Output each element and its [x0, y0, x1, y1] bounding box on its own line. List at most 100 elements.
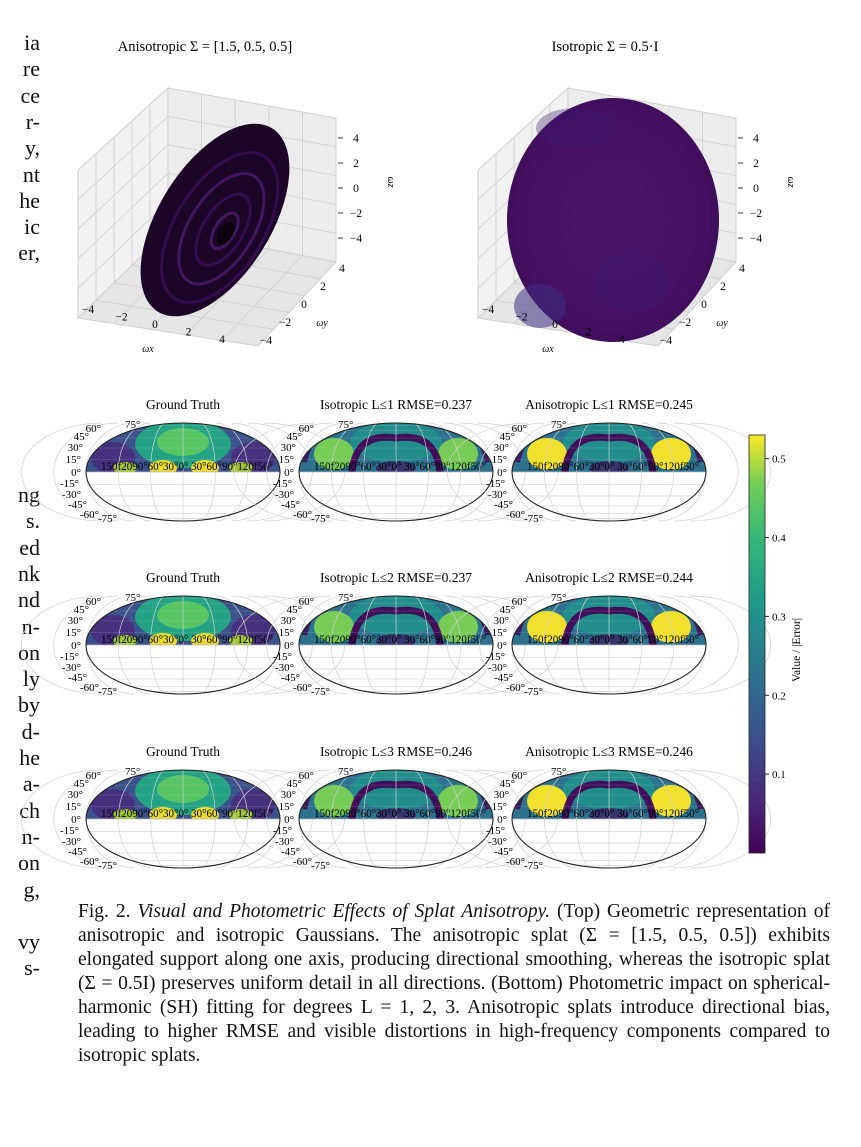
- graticule-meridian: [446, 595, 529, 695]
- panel-title: Isotropic L≤2 RMSE=0.237: [320, 570, 472, 585]
- latitude-label: 15°: [66, 627, 81, 639]
- graticule-meridian: [233, 595, 316, 695]
- z-axis-label: ωz: [785, 177, 796, 188]
- mollweide-outline: [298, 422, 494, 522]
- heat-blob: [314, 785, 354, 817]
- latitude-label: 60°: [86, 770, 101, 782]
- latitude-label: -30°: [62, 489, 81, 501]
- heat-blob: [149, 460, 177, 472]
- latitude-label: -60°: [80, 856, 99, 868]
- colorbar-label: Value / |Error|: [791, 618, 803, 682]
- latitude-label: 30°: [494, 789, 509, 801]
- latitude-label: 45°: [287, 431, 302, 443]
- graticule-meridian: [233, 769, 316, 869]
- latitude-label: 15°: [492, 454, 507, 466]
- z-tick-label: −4: [750, 233, 762, 245]
- y-axis-label: ωy: [316, 318, 328, 329]
- latitude-label: 30°: [68, 615, 83, 627]
- latitude-label: 75°: [338, 592, 353, 604]
- 3d-plot-isotropic: Isotropic Σ = 0.5·I420−2−4ωz420−2−4ωy−4−…: [476, 39, 796, 355]
- latitude-label: -60°: [293, 682, 312, 694]
- longitude-labels: 150f2090°60°30°0° 30°60°90°120f50°: [527, 461, 699, 473]
- latitude-label: -45°: [281, 672, 300, 684]
- mollweide-grid: Ground Truth 150f2090°60°30°0° 30°60°90°1…: [20, 397, 772, 872]
- left-fragment: by: [18, 692, 40, 718]
- graticule-meridian: [20, 769, 103, 869]
- plot-title: Isotropic Σ = 0.5·I: [552, 39, 659, 55]
- left-fragment: nt: [22, 161, 40, 187]
- grid-line: [77, 201, 169, 289]
- grid-line: [77, 172, 169, 260]
- latitude-label: -15°: [486, 651, 505, 663]
- latitude-label: -45°: [68, 846, 87, 858]
- colorbar-tick-label: 0.2: [772, 690, 786, 702]
- latitude-label: 60°: [86, 423, 101, 435]
- latitude-label: 60°: [512, 596, 527, 608]
- ellipsoid-body: [140, 123, 290, 317]
- latitude-label: -15°: [273, 478, 292, 490]
- x-tick-label: −2: [515, 312, 527, 324]
- sphere-spot: [594, 252, 670, 312]
- latitude-label: -60°: [506, 682, 525, 694]
- left-fragment: nd: [18, 587, 40, 613]
- latitude-label: 15°: [66, 801, 81, 813]
- left-fragment: ly: [22, 666, 40, 692]
- latitude-label: -30°: [275, 662, 294, 674]
- panel-title: Isotropic L≤3 RMSE=0.246: [320, 744, 472, 759]
- mollweide-outline: [85, 595, 281, 695]
- y-tick-label: 0: [701, 299, 707, 311]
- mollweide-aniso: Anisotropic L≤2 RMSE=0.244 150f2090°60°30…: [446, 570, 772, 698]
- x-tick-label: 0: [552, 319, 558, 331]
- heat-blob: [113, 635, 137, 645]
- latitude-label: 15°: [492, 801, 507, 813]
- y-tick-label: 2: [320, 281, 326, 293]
- latitude-label: 60°: [299, 596, 314, 608]
- caption-body: (Top) Geometric representation of anisot…: [78, 901, 831, 1066]
- y-tick-label: −4: [660, 335, 672, 347]
- latitude-label: -60°: [293, 509, 312, 521]
- x-tick-label: 2: [186, 327, 192, 339]
- heat-blob: [438, 611, 478, 643]
- latitude-label: -15°: [273, 651, 292, 663]
- latitude-label: 0°: [71, 640, 81, 652]
- latitude-label: -45°: [281, 846, 300, 858]
- colorbar-tick-label: 0.4: [772, 533, 786, 545]
- y-tick-label: −4: [260, 335, 272, 347]
- x-tick-label: 0: [152, 319, 158, 331]
- latitude-label: -75°: [524, 513, 543, 525]
- colorbar: 0.5 0.4 0.3 0.2 0.1 Value / |Error|: [748, 434, 803, 854]
- colorbar-tick-label: 0.3: [772, 611, 786, 623]
- y-tick-label: −2: [279, 317, 291, 329]
- mollweide-outline: [298, 595, 494, 695]
- latitude-label: 45°: [287, 604, 302, 616]
- top-3d-plots: Anisotropic Σ = [1.5, 0.5, 0.5] 4 2 0 −2 −4 ωz…: [76, 39, 796, 355]
- left-fragment: g,: [23, 876, 41, 902]
- anisotropic-ellipsoid: [140, 123, 290, 317]
- z-tick-label: 2: [753, 158, 759, 170]
- latitude-label: 60°: [86, 596, 101, 608]
- ellipsoid-band: [194, 192, 252, 267]
- latitude-label: -15°: [273, 825, 292, 837]
- y-axis-label: ωy: [716, 318, 728, 329]
- left-fragment: er,: [18, 240, 40, 266]
- heat-blob: [527, 611, 567, 643]
- latitude-label: 75°: [551, 419, 566, 431]
- longitude-labels: 150f2090°60°30°0° 30°60°90°120f50°: [101, 808, 273, 820]
- y-tick-label: 0: [301, 299, 307, 311]
- mollweide-outline: [85, 422, 281, 522]
- latitude-label: 15°: [66, 454, 81, 466]
- latitude-label: 45°: [74, 604, 89, 616]
- ellipsoid-band: [177, 171, 266, 286]
- latitude-label: 45°: [287, 778, 302, 790]
- z-tick-label: 0: [353, 183, 359, 195]
- left-fragment: ed: [19, 534, 40, 560]
- heat-blob: [651, 785, 691, 817]
- latitude-label: -30°: [62, 836, 81, 848]
- z-tick-label: −2: [350, 208, 362, 220]
- mollweide-gt: Ground Truth 150f2090°60°30°0° 30°60°90°1…: [20, 744, 346, 872]
- left-fragment: ng: [18, 482, 40, 507]
- ellipsoid-core: [216, 222, 235, 245]
- left-fragment: ia: [24, 30, 40, 55]
- latitude-label: -75°: [98, 513, 117, 525]
- graticule-meridian: [479, 595, 545, 695]
